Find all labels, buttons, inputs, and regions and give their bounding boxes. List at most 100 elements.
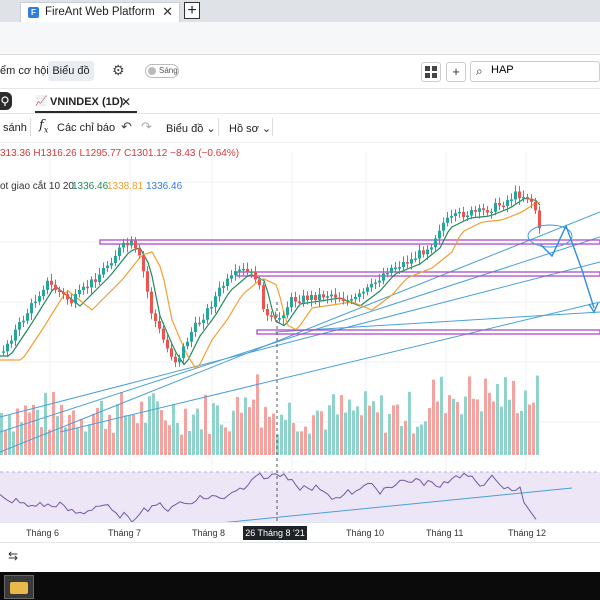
chart-tab-vnindex[interactable]: 📈 VNINDEX (1D) ✕ bbox=[35, 93, 137, 113]
volume-bar bbox=[304, 426, 307, 455]
theme-toggle[interactable]: Sáng bbox=[145, 64, 179, 78]
ma-fast-line bbox=[0, 198, 541, 366]
candle-body bbox=[114, 255, 117, 264]
volume-bar bbox=[496, 384, 499, 455]
volume-bar bbox=[368, 405, 371, 455]
redo-icon[interactable]: ↷ bbox=[141, 119, 152, 134]
compare-button[interactable]: sánh bbox=[3, 122, 27, 134]
x-tick-label: Tháng 6 bbox=[26, 528, 60, 538]
candle-body bbox=[194, 322, 197, 332]
candle-body bbox=[42, 289, 45, 297]
grid-layout-button[interactable] bbox=[421, 62, 441, 82]
candle-body bbox=[510, 199, 513, 201]
volume-bar bbox=[44, 392, 47, 455]
candle-body bbox=[354, 296, 357, 300]
volume-bar bbox=[12, 431, 15, 455]
x-tick-label: Tháng 7 bbox=[108, 528, 142, 538]
candle-body bbox=[530, 198, 533, 202]
candle-body bbox=[490, 211, 493, 214]
ma-cross-label: ot giao cắt 10 20 bbox=[0, 181, 74, 192]
volume-bar bbox=[216, 405, 219, 455]
volume-bar bbox=[188, 430, 191, 455]
browser-tab-title: FireAnt Web Platform bbox=[45, 6, 155, 18]
candle-body bbox=[198, 322, 201, 325]
new-tab-button[interactable]: + bbox=[184, 2, 200, 19]
volume-bar bbox=[476, 399, 479, 455]
candle-body bbox=[378, 280, 381, 283]
candle-body bbox=[478, 208, 481, 212]
chart-tab-button[interactable]: Biểu đồ bbox=[48, 61, 94, 81]
search-input[interactable] bbox=[491, 64, 591, 76]
volume-bar bbox=[180, 434, 183, 455]
volume-bar bbox=[352, 410, 355, 455]
candle-body bbox=[362, 291, 365, 294]
undo-icon[interactable]: ↶ bbox=[121, 119, 132, 134]
volume-bar bbox=[148, 396, 151, 455]
candle-body bbox=[298, 301, 301, 303]
candle-body bbox=[222, 286, 225, 288]
volume-bar bbox=[272, 413, 275, 455]
candle-body bbox=[246, 268, 249, 272]
volume-bar bbox=[464, 396, 467, 455]
candle-body bbox=[50, 280, 53, 285]
candle-body bbox=[306, 295, 309, 300]
price-chart[interactable] bbox=[0, 142, 600, 542]
volume-bar bbox=[132, 414, 135, 455]
candle-body bbox=[538, 210, 541, 229]
volume-bar bbox=[376, 412, 379, 455]
candle-body bbox=[186, 341, 189, 347]
candle-body bbox=[134, 240, 137, 249]
candle-body bbox=[14, 329, 17, 341]
close-chart-tab-icon[interactable]: ✕ bbox=[121, 95, 132, 109]
opportunities-tab[interactable]: ểm cơ hội bbox=[0, 65, 49, 77]
candle-body bbox=[122, 242, 125, 248]
x-tick-label: Tháng 11 bbox=[426, 528, 464, 538]
volume-bar bbox=[284, 419, 287, 455]
candle-body bbox=[294, 297, 297, 302]
candle-body bbox=[302, 295, 305, 303]
volume-bar bbox=[444, 413, 447, 455]
file-explorer-taskbar-button[interactable] bbox=[4, 575, 34, 599]
volume-bar bbox=[196, 408, 199, 455]
volume-bar bbox=[124, 415, 127, 455]
candle-body bbox=[358, 293, 361, 297]
candle-body bbox=[262, 285, 265, 309]
plus-icon: + bbox=[452, 64, 460, 79]
volume-bar bbox=[456, 402, 459, 455]
candle-body bbox=[526, 197, 529, 199]
volume-bar bbox=[200, 429, 203, 455]
rsi-trend-line bbox=[169, 487, 573, 529]
close-tab-icon[interactable]: ✕ bbox=[162, 4, 173, 19]
forecast-annotations bbox=[527, 224, 599, 314]
gear-icon[interactable]: ⚙ bbox=[112, 62, 125, 78]
volume-bar bbox=[392, 405, 395, 455]
candle-body bbox=[174, 356, 177, 363]
volume-bar bbox=[320, 411, 323, 455]
volume-bar bbox=[500, 406, 503, 455]
folder-icon bbox=[10, 582, 28, 594]
volume-bar bbox=[308, 433, 311, 455]
browser-tab[interactable]: F FireAnt Web Platform ✕ bbox=[20, 2, 180, 22]
candle-body bbox=[322, 294, 325, 298]
indicators-button[interactable]: Các chỉ báo bbox=[57, 122, 116, 134]
candle-body bbox=[318, 294, 321, 300]
chart-type-dropdown[interactable]: Biểu đồ ⌄ bbox=[166, 123, 216, 135]
candle-body bbox=[210, 306, 213, 309]
candle-body bbox=[274, 316, 277, 319]
ma-value-third: 1336.46 bbox=[146, 181, 183, 192]
candle-body bbox=[182, 346, 185, 359]
candle-body bbox=[522, 197, 525, 199]
add-widget-button[interactable]: + bbox=[446, 62, 466, 82]
volume-bar bbox=[84, 431, 87, 455]
symbol-search[interactable]: ⌕ bbox=[470, 61, 600, 82]
profile-dropdown[interactable]: Hồ sơ ⌄ bbox=[229, 123, 272, 135]
candle-body bbox=[78, 290, 81, 295]
ohlc-legend: 313.36 H1316.26 L1295.77 C1301.12 −8.43 … bbox=[0, 148, 240, 159]
volume-bar bbox=[32, 404, 35, 455]
chart-tab-bar bbox=[0, 89, 600, 114]
lightbulb-icon[interactable] bbox=[0, 92, 12, 110]
highlight-ellipse bbox=[527, 224, 573, 248]
layout-icon[interactable]: ⇆ bbox=[8, 549, 19, 563]
candle-body bbox=[498, 202, 501, 206]
candle-body bbox=[10, 340, 13, 344]
